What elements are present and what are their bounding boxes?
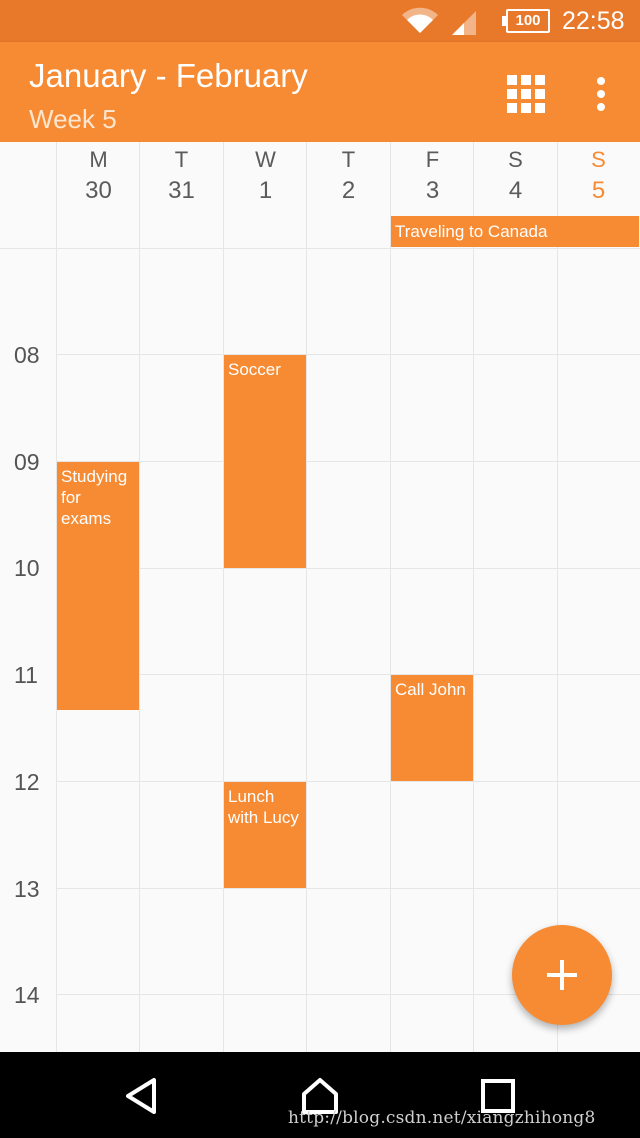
event-soccer[interactable]: Soccer <box>224 355 306 568</box>
back-icon[interactable] <box>122 1076 162 1116</box>
week-calendar[interactable]: M 30 T 31 W 1 T 2 F 3 S 4 S 5 Traveling … <box>0 142 640 1052</box>
cell-signal-icon <box>452 11 476 35</box>
grid-line <box>56 888 640 889</box>
event-call-john[interactable]: Call John <box>391 675 473 781</box>
grid-line <box>557 142 558 1052</box>
app-bar: January - February Week 5 <box>0 42 640 142</box>
week-subtitle: Week 5 <box>29 104 117 134</box>
grid-line <box>56 674 640 675</box>
event-lunch-with-lucy[interactable]: Lunch with Lucy <box>224 782 306 888</box>
navigation-bar: http://blog.csdn.net/xiangzhihong8 <box>0 1052 640 1138</box>
grid-line <box>223 142 224 1052</box>
hour-label: 08 <box>14 342 40 368</box>
hour-label: 12 <box>14 769 40 795</box>
battery-level: 100 <box>515 12 541 29</box>
day-header-wed[interactable]: W 1 <box>224 146 307 206</box>
grid-line <box>0 248 640 249</box>
grid-line <box>473 142 474 1052</box>
grid-view-icon[interactable] <box>507 75 545 113</box>
wifi-icon <box>402 7 438 34</box>
grid-line <box>56 142 57 1052</box>
day-weekday: S <box>508 147 523 172</box>
day-weekday: T <box>174 147 189 172</box>
day-header-tue[interactable]: T 31 <box>140 146 223 206</box>
day-header-sun-today[interactable]: S 5 <box>557 146 640 206</box>
day-date: 31 <box>168 177 195 204</box>
grid-line <box>306 142 307 1052</box>
day-weekday: T <box>341 147 356 172</box>
grid-line <box>56 354 640 355</box>
grid-line <box>56 781 640 782</box>
day-weekday: S <box>591 147 606 172</box>
day-weekday: M <box>89 147 108 172</box>
home-icon[interactable] <box>300 1076 340 1116</box>
status-bar: 100 22:58 <box>0 0 640 42</box>
day-date: 30 <box>85 177 112 204</box>
day-date: 1 <box>258 177 273 204</box>
add-event-button[interactable] <box>512 925 612 1025</box>
hour-label: 13 <box>14 876 40 902</box>
watermark-text: http://blog.csdn.net/xiangzhihong8 <box>288 1108 596 1128</box>
day-date: 2 <box>341 177 356 204</box>
day-weekday: W <box>255 147 276 172</box>
grid-line <box>390 142 391 1052</box>
grid-line <box>56 994 640 995</box>
all-day-event[interactable]: Traveling to Canada <box>391 216 639 247</box>
more-vert-icon[interactable] <box>590 75 612 113</box>
hour-label: 10 <box>14 555 40 581</box>
day-date: 3 <box>425 177 440 204</box>
day-date: 4 <box>508 177 523 204</box>
day-header-mon[interactable]: M 30 <box>57 146 140 206</box>
hour-label: 09 <box>14 449 40 475</box>
recents-icon[interactable] <box>478 1076 518 1116</box>
day-header-fri[interactable]: F 3 <box>391 146 474 206</box>
grid-line <box>56 568 640 569</box>
status-time: 22:58 <box>562 7 625 35</box>
page-title: January - February <box>29 57 308 94</box>
day-weekday: F <box>425 147 440 172</box>
day-date: 5 <box>591 177 606 204</box>
grid-line <box>56 461 640 462</box>
day-header-thu[interactable]: T 2 <box>307 146 390 206</box>
event-studying-for-exams[interactable]: Studying for exams <box>57 462 139 710</box>
grid-line <box>139 142 140 1052</box>
hour-label: 14 <box>14 982 40 1008</box>
plus-icon <box>547 960 577 990</box>
battery-icon: 100 <box>502 9 550 33</box>
hour-label: 11 <box>14 662 38 688</box>
day-header-sat[interactable]: S 4 <box>474 146 557 206</box>
